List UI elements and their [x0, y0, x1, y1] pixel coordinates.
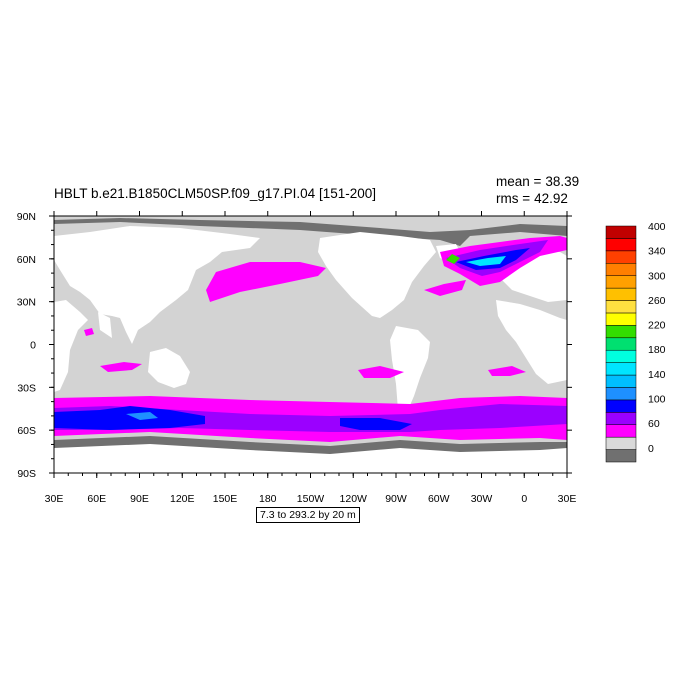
hblt-60-contour-north-atlantic [424, 280, 466, 296]
australia-shape [148, 348, 190, 388]
hblt-60-contour-north-pacific [206, 262, 326, 302]
hblt-60-contour-indian-subtropical [100, 362, 142, 372]
hblt-100-contour-indian [54, 406, 205, 430]
mean-value: 38.39 [545, 174, 580, 189]
lat-tick-label: 90S [17, 468, 36, 480]
lon-tick-label: 30E [558, 493, 577, 505]
lat-tick-label: 30N [17, 297, 36, 309]
colorbar-label: 100 [648, 394, 666, 406]
hblt-60-contour-south-pacific [358, 366, 404, 378]
contour-info-box: 7.3 to 293.2 by 20 m [256, 507, 360, 523]
north-america-shape [318, 232, 436, 318]
colorbar: 400 340 300 260 220 180 140 100 60 0 [605, 221, 666, 463]
colorbar-swatch [605, 399, 637, 413]
colorbar-label: 180 [648, 344, 666, 356]
colorbar-swatch [605, 275, 637, 289]
africa-shape [54, 300, 88, 392]
lon-tick-label: 30W [471, 493, 493, 505]
africa-east-shape [496, 300, 567, 384]
hblt-100-contour-pacific [340, 418, 412, 430]
colorbar-swatch [605, 436, 637, 450]
colorbar-swatch [605, 250, 637, 264]
colorbar-label: 400 [648, 221, 666, 233]
colorbar-swatch [605, 349, 637, 363]
colorbar-swatch [605, 225, 637, 239]
rms-stat: rms = 42.92 [496, 191, 568, 206]
hblt-120-contour-indian [126, 412, 158, 420]
colorbar-swatch [605, 300, 637, 314]
colorbar-swatch [605, 387, 637, 401]
rms-value: 42.92 [534, 191, 568, 206]
mean-stat: mean = 38.39 [496, 174, 579, 189]
colorbar-swatch [605, 287, 637, 301]
colorbar-label: 220 [648, 320, 666, 332]
lon-tick-label: 180 [259, 493, 277, 505]
colorbar-swatch [605, 424, 637, 438]
colorbar-swatch [605, 325, 637, 339]
colorbar-swatch [605, 238, 637, 252]
hblt-60-contour-south-atlantic [488, 366, 526, 376]
colorbar-swatch [605, 412, 637, 425]
lon-tick-label: 90E [130, 493, 149, 505]
south-america-shape [390, 326, 430, 424]
hblt-160-contour-subpolar [466, 256, 506, 266]
colorbar-label: 60 [648, 418, 660, 430]
hblt-220-contour-labrador [446, 254, 460, 264]
lat-tick-label: 90N [17, 211, 36, 223]
colorbar-label: 0 [648, 443, 654, 455]
eurasia-shape [54, 226, 260, 344]
colorbar-label: 140 [648, 369, 666, 381]
lon-tick-label: 60W [428, 493, 450, 505]
mean-label: mean = [496, 174, 542, 189]
arctic-ocean [54, 216, 567, 232]
hblt-60-contour-arabian [84, 328, 94, 336]
lon-tick-label: 120W [340, 493, 368, 505]
axis-ticks: 30E 60E 90E 120E 150E 180 150W 120W 90W 60W 30W 0 30… [17, 211, 577, 505]
india-shape [98, 312, 112, 338]
lat-tick-label: 30S [17, 382, 36, 394]
map-area [54, 216, 567, 473]
lon-tick-label: 150W [297, 493, 325, 505]
colorbar-swatch [605, 337, 637, 351]
colorbar-swatch [605, 263, 637, 276]
lat-tick-label: 0 [30, 340, 36, 352]
colorbar-swatch [605, 312, 637, 326]
colorbar-label: 340 [648, 246, 666, 258]
lon-tick-label: 150E [213, 493, 238, 505]
rms-label: rms = [496, 191, 531, 206]
colorbar-swatch [605, 374, 637, 388]
lon-tick-label: 60E [87, 493, 106, 505]
colorbar-swatch [605, 449, 637, 463]
lat-tick-label: 60N [17, 254, 36, 266]
lon-tick-label: 0 [521, 493, 527, 505]
colorbar-label: 260 [648, 295, 666, 307]
lat-tick-label: 60S [17, 425, 36, 437]
lon-tick-label: 90W [385, 493, 407, 505]
plot-title: HBLT b.e21.B1850CLM50SP.f09_g17.PI.04 [1… [54, 186, 376, 201]
colorbar-swatch [605, 362, 637, 376]
lon-tick-label: 30E [45, 493, 64, 505]
sea-ice-antarctic [54, 436, 567, 454]
colorbar-label: 300 [648, 270, 666, 282]
lon-tick-label: 120E [170, 493, 195, 505]
